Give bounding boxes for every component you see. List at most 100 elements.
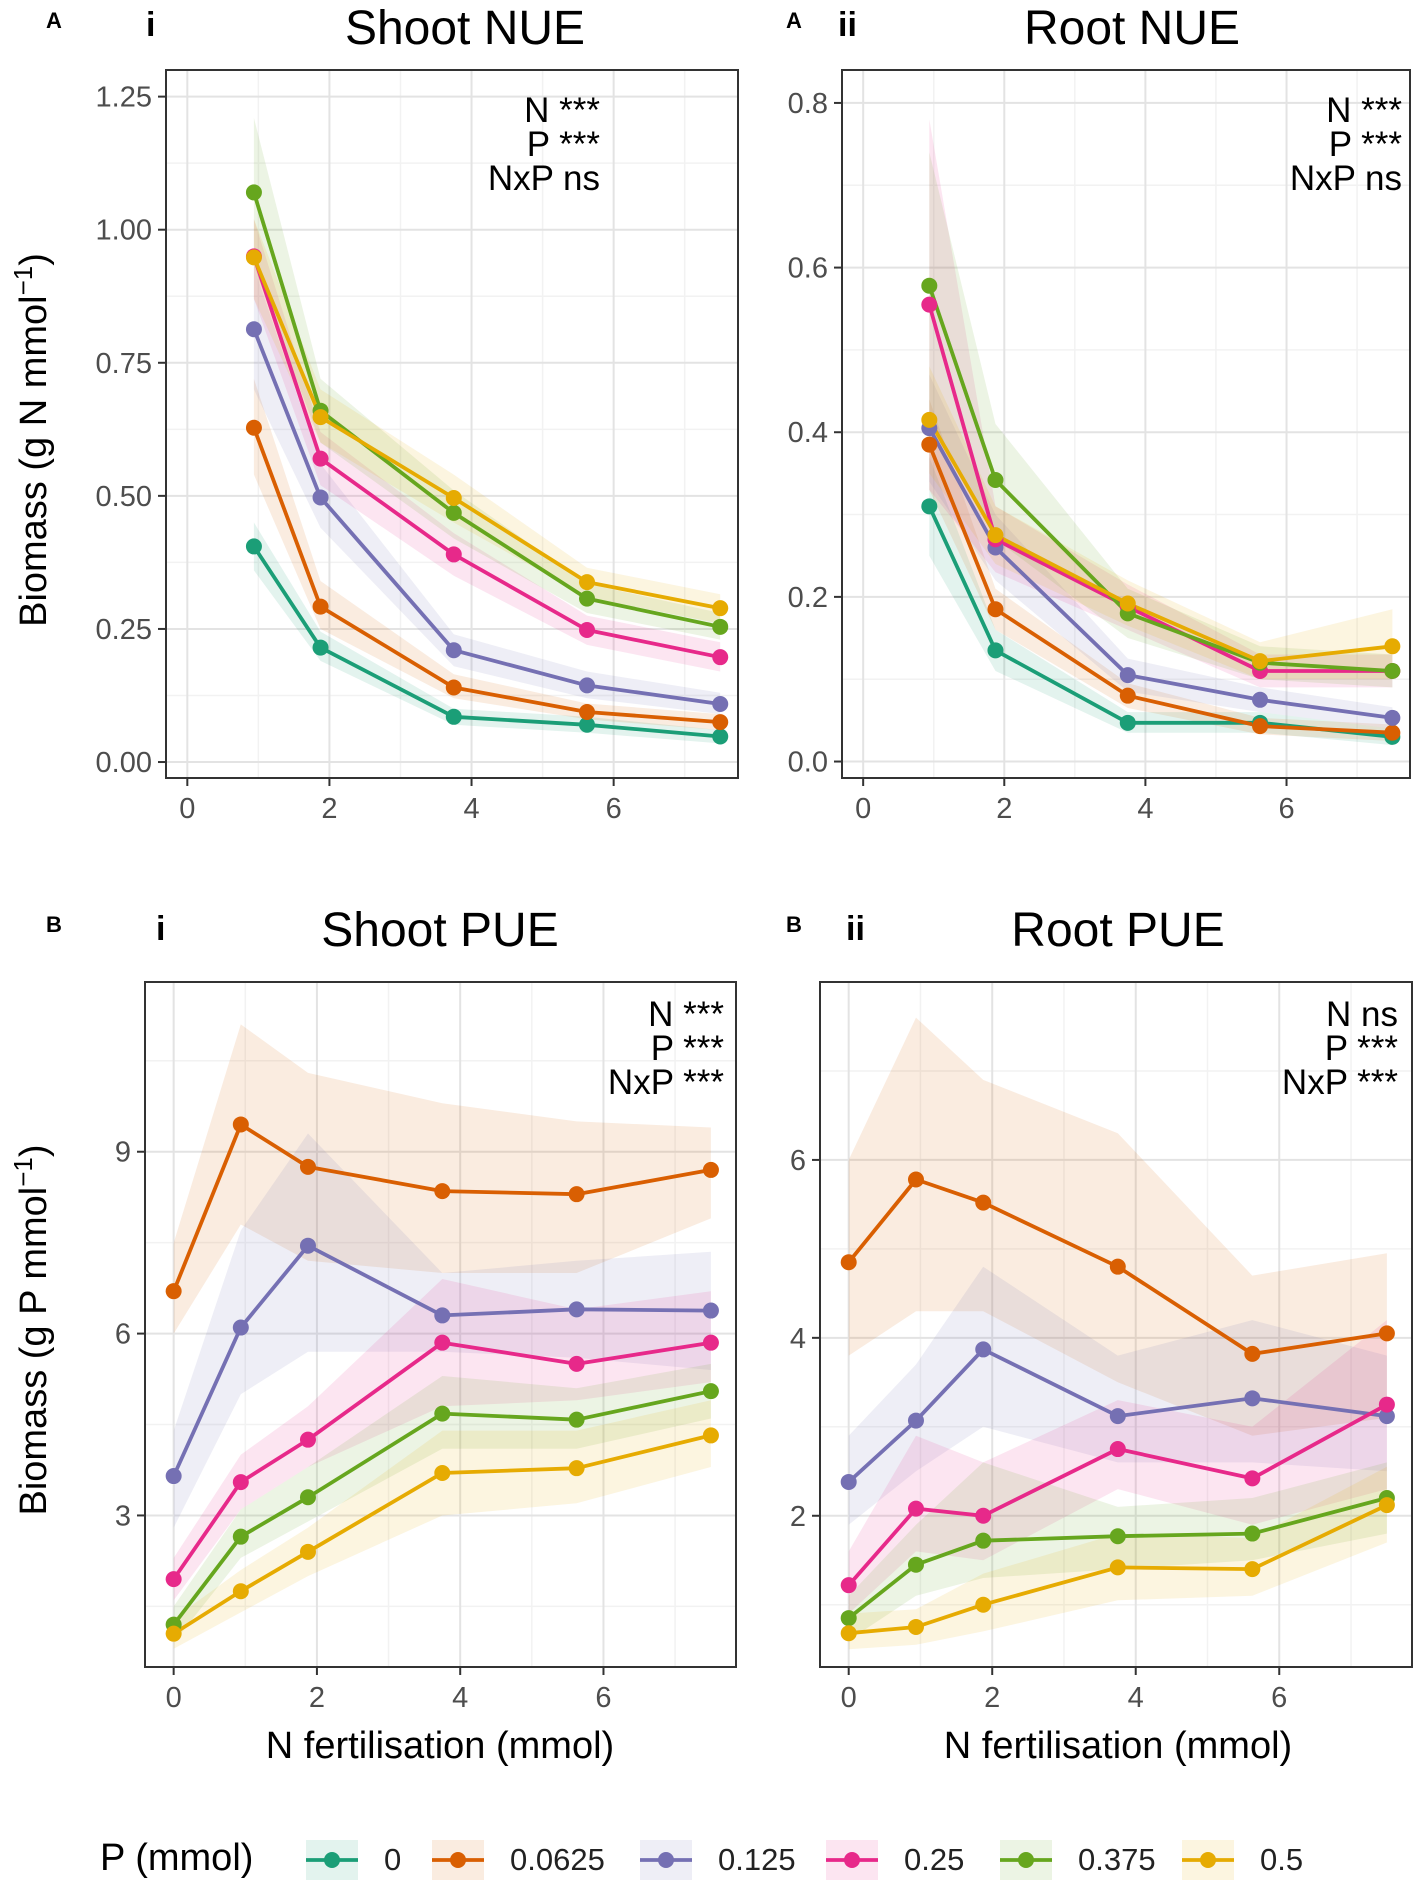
point-series-0.5: [1109, 1559, 1126, 1576]
point-series-0.5: [987, 527, 1004, 544]
point-series-0.125: [1244, 1390, 1261, 1407]
ribbon-series-0.375: [929, 152, 1393, 688]
point-series-0.125: [1252, 691, 1269, 708]
point-series-0.375: [434, 1405, 451, 1422]
legend-label: 0.125: [718, 1842, 796, 1877]
point-series-0.375: [1109, 1528, 1126, 1545]
y-axis-label-main: Biomass (g N mmol: [13, 295, 55, 627]
point-series-0.5: [232, 1583, 249, 1600]
point-series-0.125: [907, 1412, 924, 1429]
panel-4: 0 2 4 6 2 4 6 B ii Root PUE N nsP ***NxP *** N fert…: [786, 904, 1413, 1767]
stats-annotation: N ***: [524, 91, 600, 130]
point-series-0.0625: [975, 1194, 992, 1211]
panel-letter: B: [46, 912, 62, 937]
x-tick-label: 6: [1271, 1682, 1287, 1714]
y-axis-label-superscript: −1: [8, 266, 38, 296]
legend-entry-0.0625: 0.0625: [432, 1840, 605, 1880]
panel-1: 0 2 4 6 0.00 0.25 0.50 0.75 1.00 1.25 A i Shoot NUE N…: [8, 2, 739, 825]
line-series-0.5: [848, 1503, 1388, 1636]
stats-annotation: NxP ***: [1282, 1063, 1398, 1102]
x-tick-label: 6: [606, 793, 622, 825]
point-series-0.375: [445, 504, 462, 521]
y-tick-label: 1.25: [96, 82, 152, 114]
panel-title: Root NUE: [1024, 2, 1240, 55]
point-series-0.125: [312, 489, 329, 506]
x-tick-label: 2: [996, 793, 1012, 825]
panel-letter: A: [46, 8, 62, 33]
ribbon-series-0.375: [848, 1462, 1387, 1641]
point-series-0.0625: [1244, 1345, 1261, 1362]
ribbon-series-0.375: [173, 1363, 711, 1643]
point-series-0.5: [299, 1543, 316, 1560]
point-series-0.0625: [712, 714, 729, 731]
panel-2: 0 2 4 6 0.0 0.2 0.4 0.6 0.8 A ii Root NUE N ***P ***…: [786, 2, 1411, 825]
point-series-0.25: [299, 1431, 316, 1448]
point-series-0.5: [312, 409, 329, 426]
point-series-0.375: [921, 277, 938, 294]
ribbon-series-0.0625: [929, 399, 1393, 741]
panel-border: [841, 69, 1411, 779]
point-series-0.25: [702, 1334, 719, 1351]
legend-key-point: [844, 1852, 860, 1868]
point-series-0.0625: [165, 1283, 182, 1300]
line-series-0.25: [847, 1402, 1388, 1587]
point-series-0.125: [579, 677, 596, 694]
point-series-0.375: [1384, 662, 1401, 679]
point-series-0.0625: [1109, 1258, 1126, 1275]
point-series-0.375: [702, 1383, 719, 1400]
line-series-0.0625: [847, 1177, 1388, 1356]
point-series-0.375: [712, 618, 729, 635]
stats-annotation: P ***: [1329, 125, 1403, 164]
point-series-0.125: [232, 1319, 249, 1336]
point-series-0.0625: [702, 1161, 719, 1178]
x-tick-label: 4: [1128, 1682, 1144, 1714]
y-tick-label: 6: [115, 1319, 131, 1351]
panel-border: [144, 981, 737, 1668]
stats-annotation: P ***: [1325, 1029, 1399, 1068]
point-series-0.0625: [245, 419, 262, 436]
y-tick-label: 0.4: [788, 417, 828, 449]
panel-background: [166, 70, 738, 778]
x-tick-label: 0: [166, 1682, 182, 1714]
panel-background: [842, 70, 1410, 778]
line-series-0.125: [847, 1347, 1388, 1484]
panel-letter: B: [786, 912, 802, 937]
point-series-0.25: [434, 1334, 451, 1351]
line-series-0.5: [172, 1433, 712, 1636]
point-series-0.0625: [445, 679, 462, 696]
y-axis-label-close: ): [13, 1144, 55, 1157]
stats-annotation: N ***: [648, 995, 724, 1034]
point-series-0.0625: [434, 1183, 451, 1200]
stats-annotation: NxP ns: [488, 159, 600, 198]
point-series-0.125: [165, 1468, 182, 1485]
point-series-0.0625: [907, 1171, 924, 1188]
point-series-0.0625: [840, 1254, 857, 1271]
legend-label: 0: [384, 1842, 401, 1877]
point-series-0.0625: [1252, 718, 1269, 735]
point-series-0.0625: [1378, 1325, 1395, 1342]
point-series-0.125: [568, 1301, 585, 1318]
x-tick-label: 4: [463, 793, 479, 825]
x-tick-label: 4: [452, 1682, 468, 1714]
point-series-0.0625: [312, 598, 329, 615]
line-series-0.0625: [171, 1122, 712, 1292]
ribbon-series-0: [929, 456, 1393, 746]
point-series-0.5: [840, 1625, 857, 1642]
panel-roman: ii: [846, 910, 865, 948]
legend-key-point: [1200, 1852, 1216, 1868]
point-series-0.0625: [299, 1158, 316, 1175]
panel-border: [165, 69, 739, 779]
ribbon-series-0.25: [253, 219, 721, 672]
legend-key-point: [1018, 1852, 1034, 1868]
legend-key-point: [658, 1852, 674, 1868]
x-axis-label: N fertilisation (mmol): [944, 1725, 1292, 1767]
panel-roman: ii: [838, 6, 857, 44]
point-series-0.5: [975, 1596, 992, 1613]
point-series-0.375: [245, 184, 262, 201]
x-tick-label: 0: [855, 793, 871, 825]
panel-letter: A: [786, 8, 802, 33]
point-series-0.0625: [568, 1186, 585, 1203]
line-series-0.25: [172, 1340, 712, 1581]
ribbon-series-0.125: [173, 1133, 711, 1528]
